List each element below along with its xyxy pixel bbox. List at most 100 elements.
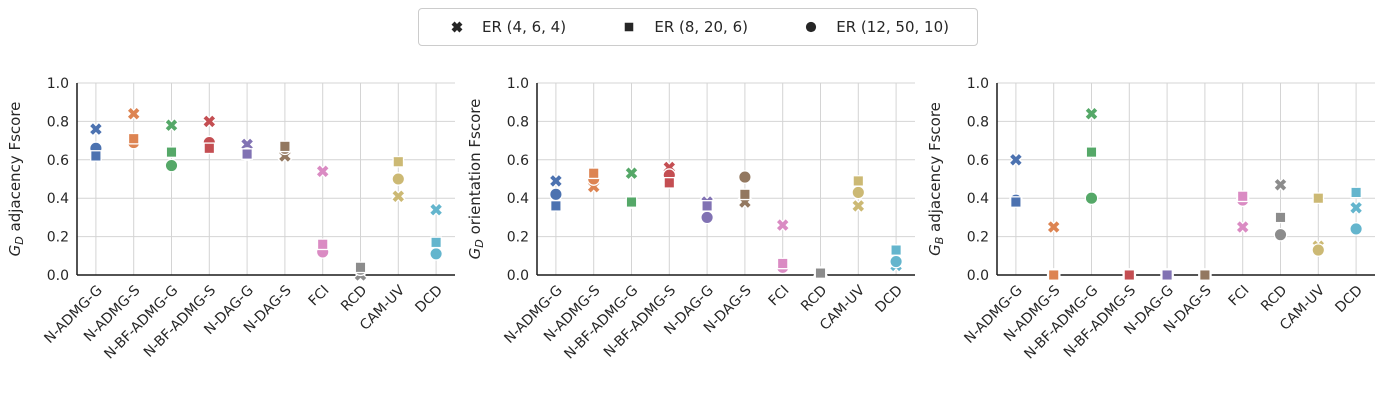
x-marker	[1272, 177, 1289, 193]
circle-marker	[1273, 227, 1288, 242]
x-tick-label: DCD	[412, 283, 445, 316]
y-axis-label-rest: adjacency Fscore	[6, 102, 24, 237]
y-tick-label: 1.0	[47, 76, 69, 92]
y-axis-label-prefix: G	[466, 248, 484, 260]
circle-marker	[700, 210, 714, 225]
y-tick-label: 0.4	[47, 191, 69, 207]
circle-marker	[1349, 222, 1363, 236]
square-marker	[1312, 192, 1325, 205]
y-axis-label-subscript: D	[473, 239, 486, 247]
x-marker	[201, 113, 217, 129]
square-marker	[392, 155, 405, 168]
x-marker	[775, 217, 791, 233]
subplot-gb-adjacency-fscore: 0.0 0.2 0.4 0.6 0.8 1.0 N-ADMG-G N-ADMG-S N-BF-A…	[920, 0, 1380, 401]
square-marker	[1236, 190, 1249, 203]
legend-label: ER (4, 6, 4)	[482, 18, 567, 36]
tick-labels: 0.00.20.40.60.81.0N-ADMG-GN-ADMG-SN-BF-A…	[41, 76, 445, 363]
x-marker	[315, 163, 331, 179]
y-axis-label-subscript: D	[13, 236, 26, 244]
circle-marker	[889, 254, 903, 269]
circle-marker	[1084, 191, 1099, 206]
y-tick-label: 0.4	[507, 191, 529, 207]
square-marker	[90, 150, 102, 162]
x-marker	[126, 106, 142, 122]
square-marker	[852, 175, 865, 187]
square-marker	[739, 188, 751, 201]
y-tick-label: 0.6	[47, 153, 69, 169]
square-marker	[776, 257, 789, 270]
x-marker	[428, 202, 444, 218]
y-axis-label: GD adjacency Fscore	[6, 102, 26, 257]
legend-item-er-4-6-4: ER (4, 6, 4)	[447, 17, 566, 37]
circle-marker	[738, 170, 752, 184]
y-tick-label: 0.4	[967, 191, 989, 207]
y-tick-label: 1.0	[967, 76, 989, 92]
square-marker	[1085, 146, 1098, 158]
data-points	[1008, 106, 1364, 283]
y-axis-label-rest: adjacency Fscore	[926, 102, 944, 237]
square-marker	[165, 146, 178, 158]
x-marker	[451, 21, 463, 33]
y-tick-label: 0.2	[507, 230, 529, 246]
axes	[76, 83, 455, 276]
square-marker	[890, 244, 902, 256]
square-marker	[1274, 211, 1287, 224]
circle-marker	[1311, 243, 1326, 257]
legend-item-er-8-20-6: ER (8, 20, 6)	[619, 17, 748, 37]
x-tick-label: DCD	[1332, 283, 1365, 316]
x-marker	[623, 165, 640, 181]
y-tick-label: 0.2	[47, 230, 69, 246]
circle-marker	[851, 185, 866, 200]
x-marker	[1235, 219, 1251, 235]
circle-marker	[164, 158, 179, 173]
gb-adjacency-chart: 0.00.20.40.60.81.0N-ADMG-GN-ADMG-SN-BF-A…	[926, 76, 1375, 363]
y-axis-label: GB adjacency Fscore	[926, 102, 946, 256]
subplot-gd-adjacency-fscore: 0.0 0.2 0.4 0.6 0.8 1.0 N-ADMG-G N-ADMG-S N-BF-A…	[0, 0, 460, 401]
square-marker	[701, 200, 713, 212]
y-tick-label: 0.0	[967, 268, 989, 284]
square-marker-icon	[625, 22, 634, 32]
x-marker	[1046, 219, 1062, 235]
square-marker	[203, 142, 216, 155]
square-marker	[1010, 196, 1022, 208]
x-marker	[163, 117, 180, 133]
data-points	[548, 159, 904, 281]
square-marker	[625, 22, 634, 32]
circle-marker-icon	[806, 21, 817, 33]
gd-orientation-chart: 0.00.20.40.60.81.0N-ADMG-GN-ADMG-SN-BF-A…	[466, 76, 915, 363]
x-tick-label: DCD	[872, 283, 905, 316]
x-marker	[548, 173, 564, 189]
tick-labels: 0.00.20.40.60.81.0N-ADMG-GN-ADMG-SN-BF-A…	[961, 76, 1365, 363]
y-tick-label: 0.6	[967, 153, 989, 169]
x-tick-label: FCI	[766, 283, 793, 310]
legend-label: ER (12, 50, 10)	[836, 18, 949, 36]
axes	[536, 83, 915, 276]
x-tick-label: RCD	[798, 283, 830, 315]
square-marker	[814, 267, 827, 279]
square-marker	[663, 176, 676, 189]
circle-marker	[806, 21, 817, 33]
legend-item-er-12-50-10: ER (12, 50, 10)	[801, 17, 949, 37]
x-marker-icon	[451, 21, 463, 33]
square-marker	[1047, 269, 1060, 281]
circle-marker	[429, 247, 443, 261]
x-marker	[1083, 106, 1100, 122]
x-marker	[88, 121, 104, 137]
square-marker	[550, 200, 562, 212]
circle-marker	[549, 187, 563, 202]
square-marker	[241, 148, 253, 160]
legend-label: ER (8, 20, 6)	[654, 18, 748, 36]
y-tick-label: 0.2	[967, 230, 989, 246]
square-marker	[1350, 186, 1362, 199]
y-tick-label: 0.0	[507, 268, 529, 284]
y-axis-label-prefix: G	[6, 245, 24, 257]
x-marker	[390, 188, 406, 204]
y-tick-label: 0.6	[507, 153, 529, 169]
data-points	[88, 106, 444, 283]
square-marker	[279, 140, 291, 153]
y-tick-label: 0.8	[507, 114, 529, 130]
legend: ER (4, 6, 4) ER (8, 20, 6) ER (12, 50, 1…	[418, 8, 978, 46]
x-marker	[850, 198, 866, 214]
y-axis-label-prefix: G	[926, 244, 944, 256]
